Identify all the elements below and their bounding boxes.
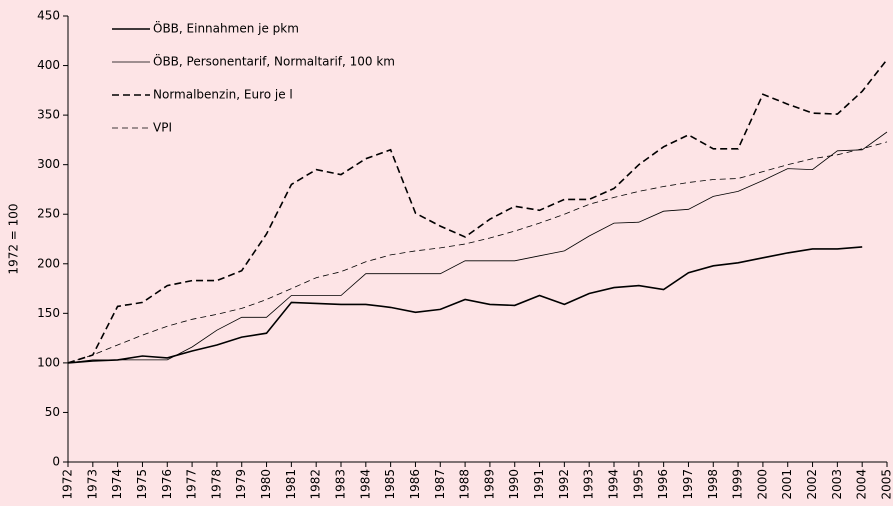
x-tick-label: 1990 [507,469,521,500]
x-tick-label: 1997 [681,469,695,500]
legend-label: Normalbenzin, Euro je l [153,88,293,102]
x-tick-label: 1975 [135,469,149,500]
x-tick-label: 1984 [358,469,372,500]
y-tick-label: 250 [37,207,60,221]
series-line [67,141,888,364]
x-tick-label: 1977 [185,469,199,500]
x-tick-label: 1991 [532,469,546,500]
y-axis-label: 1972 = 100 [7,203,21,274]
y-tick-label: 150 [37,306,60,320]
x-tick-label: 1983 [334,469,348,500]
x-tick-label: 1996 [656,469,670,500]
x-tick-label: 1974 [110,469,124,500]
y-tick-label: 100 [37,355,60,369]
legend-label: ÖBB, Personentarif, Normaltarif, 100 km [153,53,395,69]
x-tick-label: 1994 [607,469,621,500]
y-tick-label: 50 [45,405,60,419]
x-tick-label: 1979 [234,469,248,500]
x-tick-label: 2002 [805,469,819,500]
x-tick-label: 2001 [780,469,794,500]
x-tick-label: 2000 [755,469,769,500]
y-tick-label: 200 [37,256,60,270]
x-tick-label: 1973 [85,469,99,500]
y-tick-label: 450 [37,9,60,23]
x-tick-label: 1972 [61,469,75,500]
x-tick-label: 1980 [259,469,273,500]
x-tick-label: 1985 [383,469,397,500]
y-tick-label: 400 [37,58,60,72]
series-line [67,246,863,364]
x-tick-label: 1982 [309,469,323,500]
y-tick-label: 350 [37,108,60,122]
x-tick-label: 1989 [482,469,496,500]
x-tick-label: 2005 [880,469,893,500]
x-tick-label: 1993 [582,469,596,500]
x-tick-label: 1976 [160,469,174,500]
x-tick-label: 1988 [458,469,472,500]
y-tick-label: 0 [52,455,60,469]
series-line [67,59,888,364]
x-tick-label: 2003 [830,469,844,500]
x-tick-label: 1995 [631,469,645,500]
x-tick-label: 1999 [731,469,745,500]
x-tick-label: 1981 [284,469,298,500]
x-tick-label: 1978 [209,469,223,500]
series-line [67,131,888,364]
x-tick-label: 1998 [706,469,720,500]
y-tick-label: 300 [37,157,60,171]
legend-label: ÖBB, Einnahmen je pkm [153,20,299,36]
x-tick-label: 1987 [433,469,447,500]
legend-label: VPI [153,121,172,135]
x-tick-label: 1992 [557,469,571,500]
x-tick-label: 2004 [855,469,869,500]
x-tick-label: 1986 [408,469,422,500]
